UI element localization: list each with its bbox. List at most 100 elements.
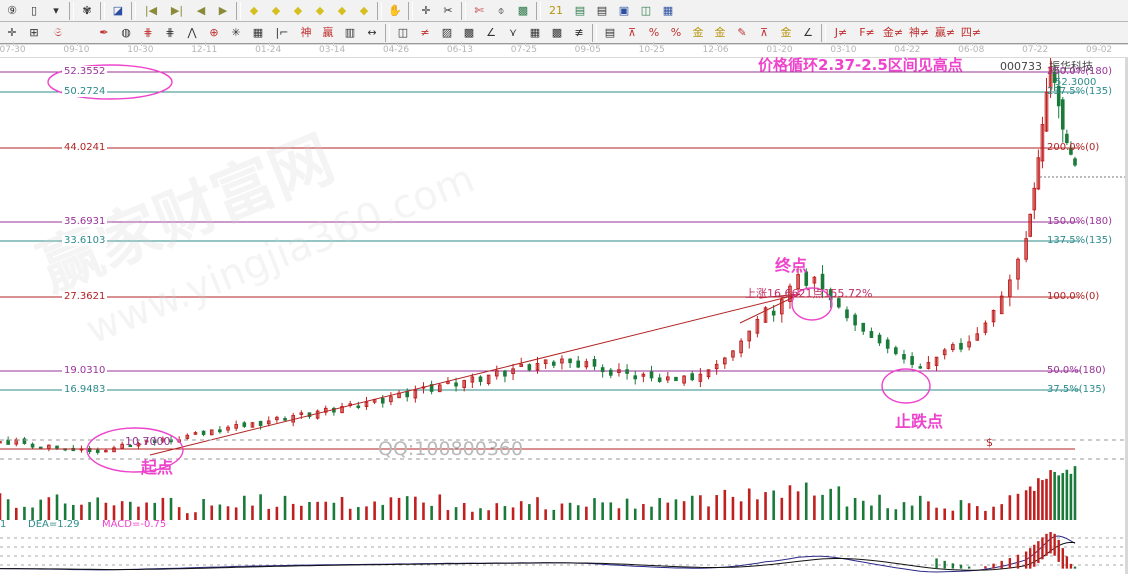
pen-draw-icon[interactable]: ✒ xyxy=(99,26,109,39)
spiral-icon[interactable]: 𝔖 xyxy=(54,26,62,39)
price-level-label-right: 237.5%(135) xyxy=(1047,86,1113,97)
gold-square-icon[interactable]: 金 xyxy=(780,26,792,39)
candle-body xyxy=(413,389,418,399)
candle-body xyxy=(592,358,597,367)
zoom-right-icon[interactable]: ◆ xyxy=(271,4,281,17)
crosshair-icon[interactable]: ✛ xyxy=(421,4,431,17)
shen-fan-icon[interactable]: 神≠ xyxy=(908,26,930,39)
gold-level-icon[interactable]: 金 xyxy=(714,26,726,39)
ruler-123-icon[interactable]: ▥ xyxy=(344,26,356,39)
levels-icon[interactable]: ▤ xyxy=(604,26,616,39)
gann-box-icon[interactable]: ▦ xyxy=(252,26,264,39)
date-tick-mark xyxy=(844,42,846,46)
date-tick-07-22: 07-22 xyxy=(1022,45,1049,55)
save-disk-icon[interactable]: ▣ xyxy=(618,4,630,17)
step-forward-icon[interactable]: ▶ xyxy=(218,4,228,17)
skip-first-icon[interactable]: |◀ xyxy=(144,4,158,17)
draw-scribble-icon[interactable]: ✾ xyxy=(82,4,92,17)
target-circle-icon[interactable]: ⊕ xyxy=(209,26,219,39)
add-plus-icon[interactable]: ✛ xyxy=(7,26,17,39)
grid-dense-icon[interactable]: ▩ xyxy=(551,26,563,39)
date-tick-06-13: 06-13 xyxy=(446,45,473,55)
candle-body xyxy=(209,429,214,436)
fan-lines-icon[interactable]: ⋕ xyxy=(143,26,153,39)
report-icon[interactable]: ▤ xyxy=(596,4,608,17)
price-chart-svg: $ xyxy=(0,58,1128,473)
date-tick-mark xyxy=(972,42,974,46)
volume-bar xyxy=(992,506,995,520)
zigzag-icon[interactable]: ⋎ xyxy=(508,26,518,39)
candle-body xyxy=(193,432,198,435)
step-back-icon[interactable]: ◀ xyxy=(196,4,206,17)
jin-fan-icon[interactable]: 金≠ xyxy=(882,26,904,39)
table-green-icon[interactable]: ▤ xyxy=(574,4,586,17)
trendline-icon[interactable]: ∠ xyxy=(486,26,496,39)
volume-bar xyxy=(552,509,556,520)
shape-box-icon[interactable]: ▩ xyxy=(463,26,475,39)
date-axis[interactable]: 07-30 09-10 10-30 12-11 01-24 03-14 04-26 06-13… xyxy=(0,42,1128,57)
star-burst-icon[interactable]: ✳ xyxy=(231,26,241,39)
funnel-icon[interactable]: ⌽ xyxy=(497,4,505,17)
candle-body xyxy=(519,363,524,367)
color-chart-icon[interactable]: ◪ xyxy=(112,4,124,17)
zoom-left-icon[interactable]: ◆ xyxy=(249,4,259,17)
indicator-n9-icon[interactable]: ⑨ xyxy=(7,4,17,17)
percent-icon[interactable]: % xyxy=(648,26,660,39)
marker-pen-icon[interactable]: ✎ xyxy=(737,26,747,39)
pattern-box-icon[interactable]: ▨ xyxy=(441,26,453,39)
calendar-21-icon[interactable]: 21 xyxy=(549,4,563,17)
percent-fan-icon[interactable]: ⊼ xyxy=(627,26,637,39)
volume-bar xyxy=(1061,473,1065,520)
si-fan-icon[interactable]: 四≠ xyxy=(960,26,982,39)
zoom-star-icon[interactable]: ◆ xyxy=(337,4,347,17)
volume-pane[interactable] xyxy=(0,462,1128,520)
camera-icon[interactable]: ▦ xyxy=(662,4,674,17)
skip-last-icon[interactable]: ▶| xyxy=(170,4,184,17)
slope-j-icon[interactable]: ∠ xyxy=(803,26,813,39)
scissors-icon[interactable]: ✄ xyxy=(474,4,484,17)
volume-bar xyxy=(1028,486,1032,520)
candle-type-icon[interactable]: ▯ xyxy=(30,4,38,17)
gann-circle-icon[interactable]: ◍ xyxy=(121,26,131,39)
arrow-span-icon[interactable]: ↔ xyxy=(367,26,377,39)
fan-red-icon[interactable]: ≠ xyxy=(420,26,430,39)
volume-bar xyxy=(943,508,946,520)
zoom-horizontal-icon[interactable]: ◆ xyxy=(293,4,303,17)
gold-circle-icon[interactable]: 金 xyxy=(692,26,704,39)
date-tick-mark xyxy=(716,42,718,46)
pan-hand-icon[interactable]: ✋ xyxy=(388,4,402,17)
price-chart-pane[interactable]: $ 赢家财富网 www.yingjia360.com xyxy=(0,58,1128,518)
ying-grid-icon[interactable]: 贏 xyxy=(322,26,334,39)
macd-hist-bar xyxy=(984,566,987,569)
fib-red-icon[interactable]: ⊼ xyxy=(759,26,769,39)
volume-bar xyxy=(951,510,955,520)
macd-dea-value: DEA=1.29 xyxy=(28,519,80,530)
candle-body xyxy=(560,358,564,364)
jiang-fan-icon[interactable]: J≠ xyxy=(834,26,848,39)
undefined[interactable] xyxy=(71,23,93,43)
grid-pattern-icon[interactable]: ▩ xyxy=(517,4,529,17)
parallel-lines-icon[interactable]: ≢ xyxy=(574,26,584,39)
angle-tool-icon[interactable]: ⋀ xyxy=(187,26,197,39)
volume-bar xyxy=(1024,490,1028,520)
zoom-expand-icon[interactable]: ◆ xyxy=(315,4,325,17)
macd-pane[interactable] xyxy=(0,532,1128,574)
package-icon[interactable]: ◫ xyxy=(640,4,652,17)
candle-body xyxy=(755,318,760,334)
volume-bar xyxy=(813,495,816,520)
measure-icon[interactable]: |⌐ xyxy=(275,26,289,39)
zoom-burst-icon[interactable]: ◆ xyxy=(359,4,369,17)
candle-body xyxy=(600,367,605,373)
percent-level-icon[interactable]: % xyxy=(670,26,682,39)
f-fan-icon[interactable]: F≠ xyxy=(859,26,875,39)
ying-fan-icon[interactable]: 贏≠ xyxy=(934,26,956,39)
fib-comb-icon[interactable]: ⊞ xyxy=(29,26,39,39)
date-tick-07-25: 07-25 xyxy=(510,45,537,55)
square-n2-icon[interactable]: ⋕ xyxy=(165,26,175,39)
shen-grid-icon[interactable]: 神 xyxy=(300,26,312,39)
channel-icon[interactable]: ◫ xyxy=(397,26,409,39)
dropdown-arrow-icon[interactable]: ▾ xyxy=(53,4,59,17)
grid-fine-icon[interactable]: ▦ xyxy=(529,26,541,39)
macd-chart-svg xyxy=(0,532,1128,573)
cut-tool-icon[interactable]: ✂ xyxy=(443,4,453,17)
